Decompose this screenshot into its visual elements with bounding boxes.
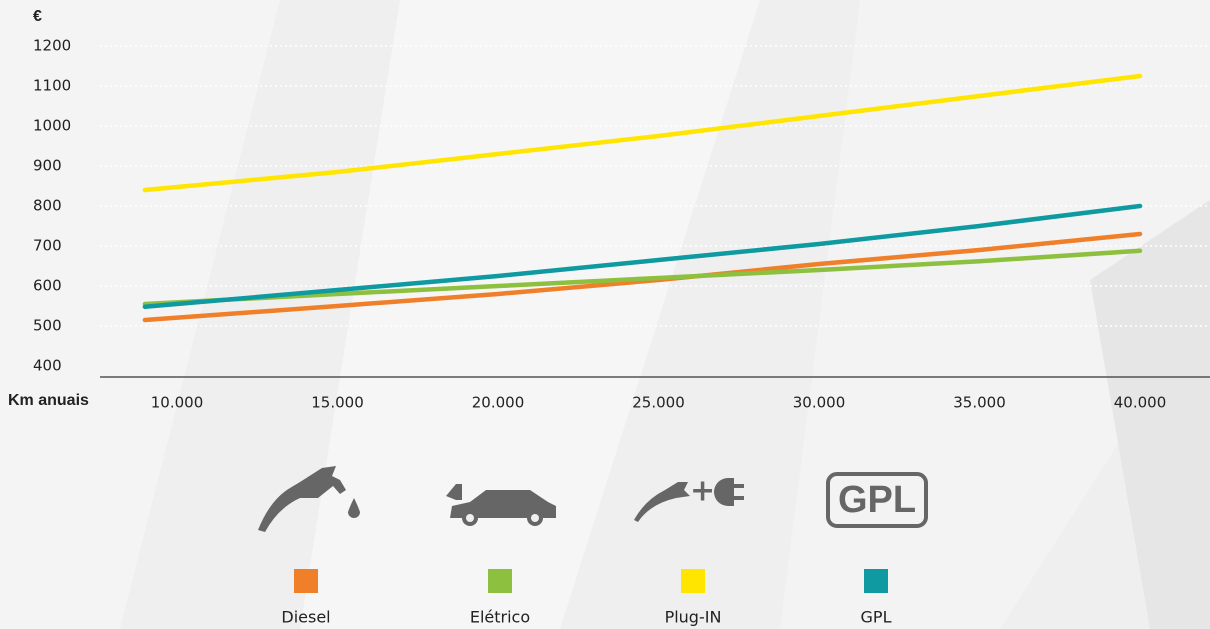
legend-label: Plug-IN: [665, 608, 722, 627]
x-tick-label: 35.000: [953, 394, 1006, 412]
legend-swatch: [681, 569, 705, 593]
series-line: [142, 203, 1143, 310]
svg-text:+: +: [690, 474, 715, 509]
x-tick-label: 40.000: [1114, 394, 1167, 412]
x-tick-label: 30.000: [793, 394, 846, 412]
legend-label: Diesel: [281, 608, 330, 627]
y-tick-label: 800: [33, 197, 62, 215]
legend-swatch: [864, 569, 888, 593]
y-tick-label: 400: [33, 357, 62, 375]
y-tick-label: 500: [33, 317, 62, 335]
x-tick-label: 25.000: [632, 394, 685, 412]
legend-swatch: [488, 569, 512, 593]
icons: + GPL: [258, 466, 928, 532]
gpl-icon-text: GPL: [838, 479, 916, 521]
y-tick-label: 900: [33, 157, 62, 175]
x-axis-label: Km anuais: [8, 392, 89, 409]
y-axis-label: €: [33, 8, 42, 25]
y-tick-label: 600: [33, 277, 62, 295]
series-line: [142, 248, 1143, 307]
y-tick-label: 1000: [33, 117, 71, 135]
legend-swatch: [294, 569, 318, 593]
y-tick-label: 1200: [33, 37, 71, 55]
x-tick-label: 10.000: [151, 394, 204, 412]
series-line: [142, 73, 1143, 193]
y-tick-label: 1100: [33, 77, 71, 95]
legend-label: GPL: [861, 608, 892, 627]
x-tick-label: 20.000: [472, 394, 525, 412]
legend-label: Elétrico: [470, 608, 530, 627]
y-tick-label: 700: [33, 237, 62, 255]
x-tick-label: 15.000: [311, 394, 364, 412]
